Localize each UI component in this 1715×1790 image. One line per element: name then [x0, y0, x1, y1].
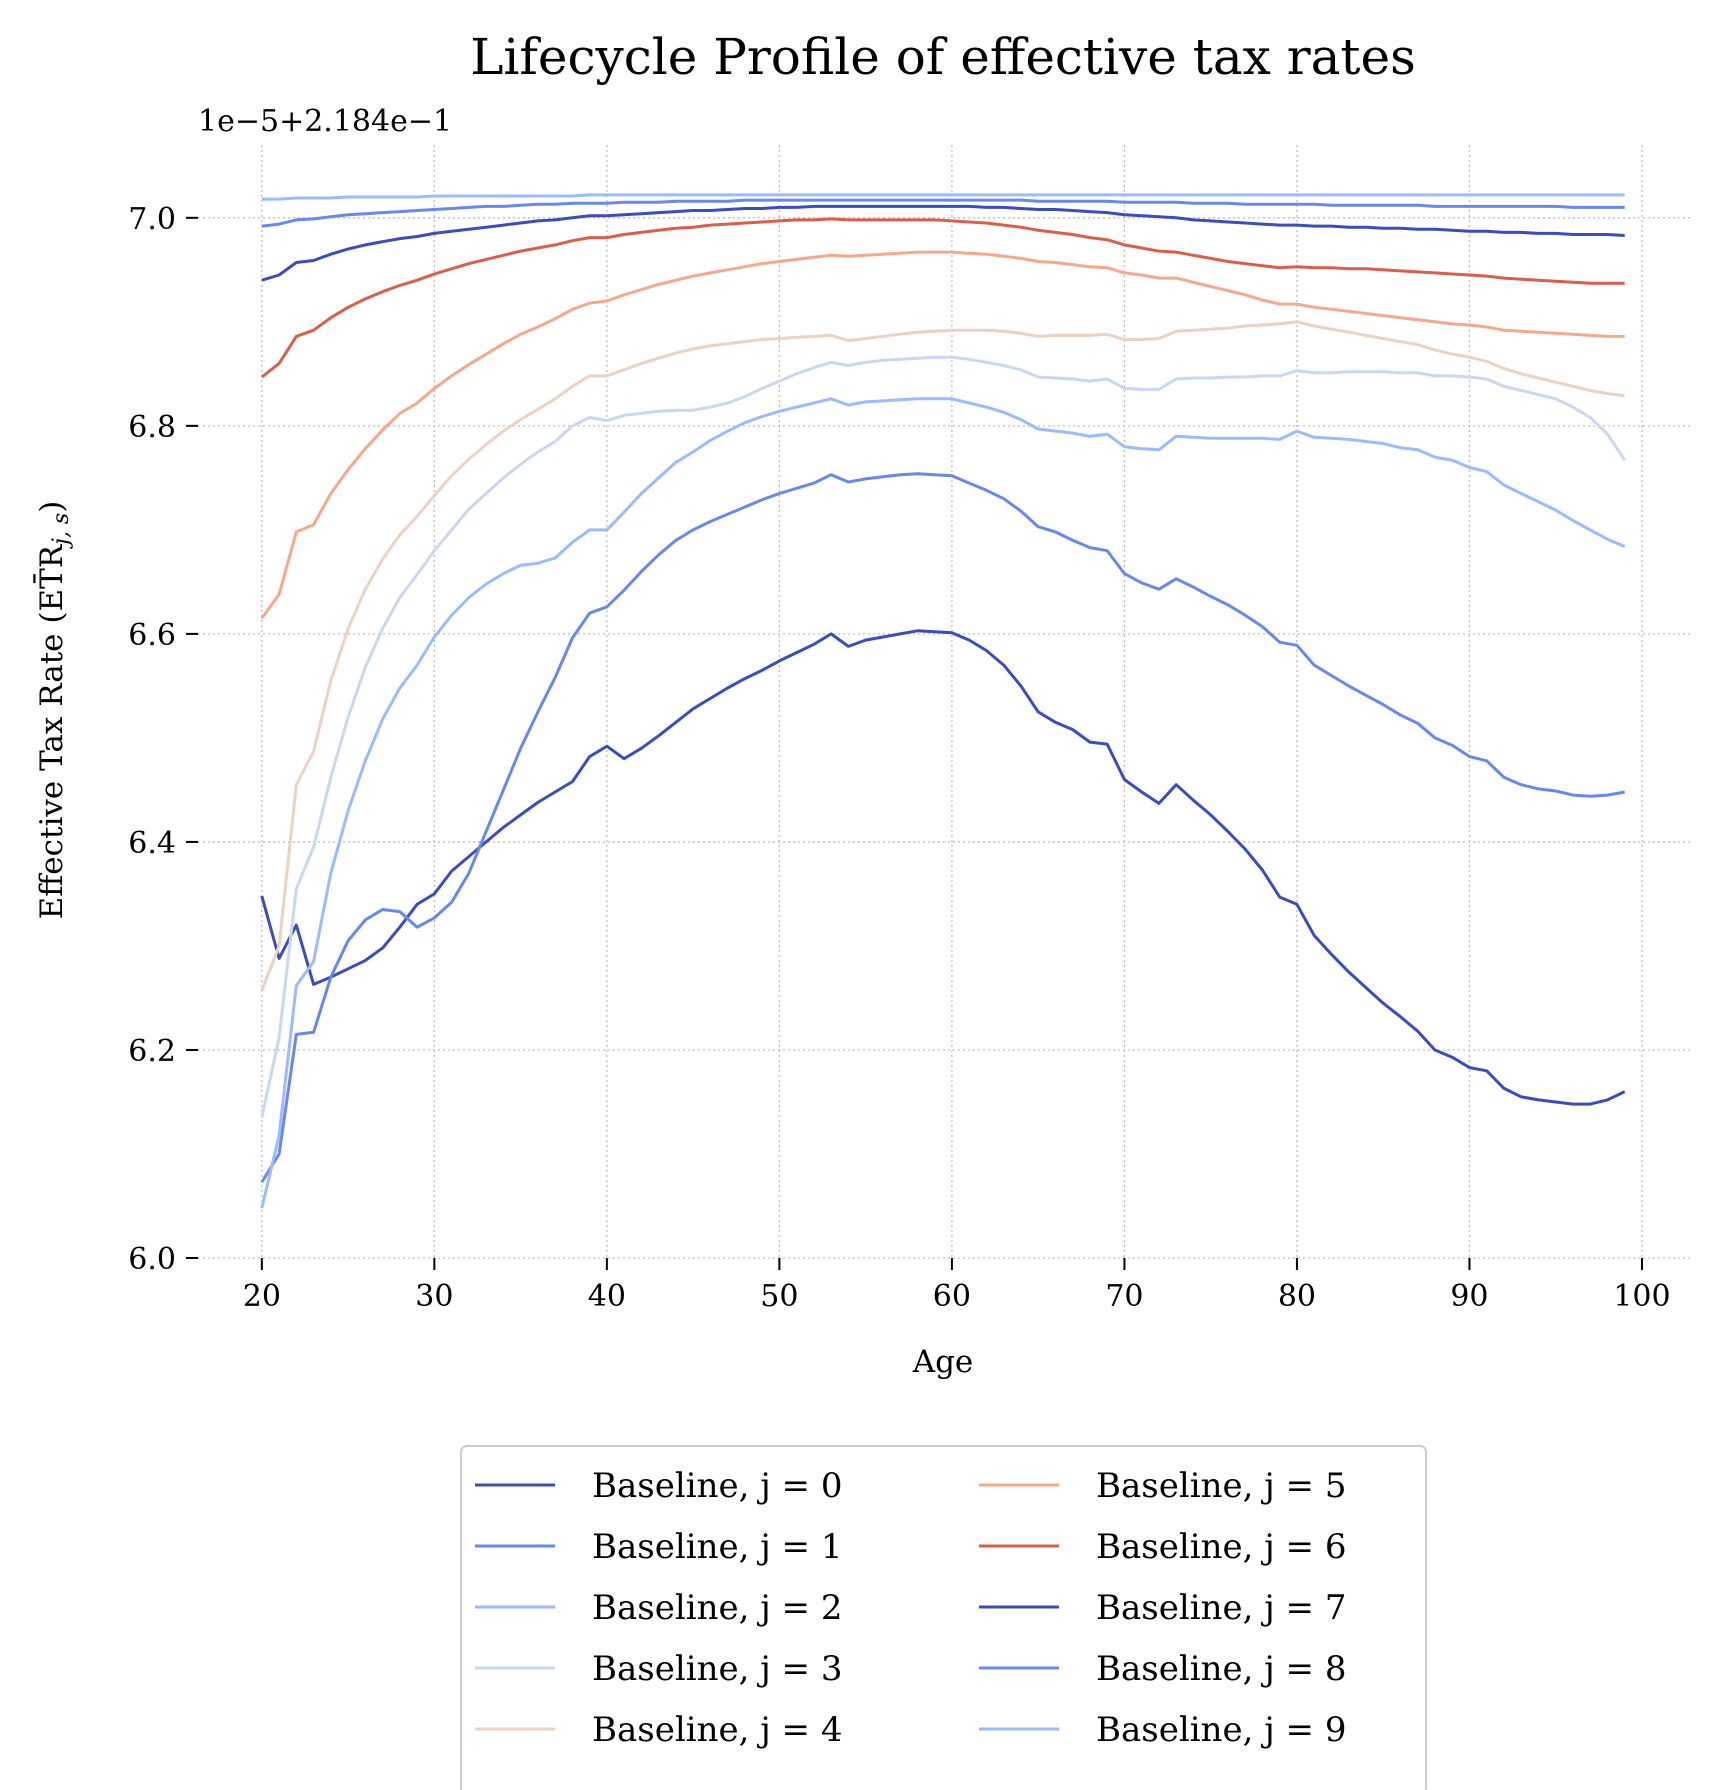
y-tick-label: 6.0	[128, 1242, 176, 1277]
series-line-j-7	[261, 204, 1625, 282]
y-axis-label-close: )	[34, 501, 70, 513]
series-line-j-5	[260, 250, 1625, 620]
series-lines	[260, 193, 1626, 1209]
y-tick-label: 6.4	[128, 826, 176, 861]
chart-title: Lifecycle Profile of effective tax rates	[470, 28, 1416, 86]
x-tick-label: 50	[760, 1279, 798, 1314]
legend: Baseline, j = 0 Baseline, j = 1 Baseline, …	[460, 1445, 1427, 1790]
legend-label: Baseline, j = 5	[1096, 1466, 1346, 1506]
legend-label: Baseline, j = 4	[592, 1710, 842, 1750]
series-line-j-6	[260, 217, 1625, 379]
y-tick-label: 7.0	[128, 202, 176, 237]
y-tick-label: 6.2	[128, 1034, 176, 1069]
series-line-j-1	[260, 472, 1625, 1183]
y-tick-label: 6.6	[128, 618, 176, 653]
y-axis-label: Effective Tax Rate (ET̄Rj, s)	[32, 501, 74, 920]
x-tick-label: 80	[1278, 1279, 1316, 1314]
x-tick-label: 20	[243, 1279, 281, 1314]
x-tick-label: 90	[1450, 1279, 1488, 1314]
legend-label: Baseline, j = 2	[592, 1588, 842, 1628]
y-axis-label-main: Effective Tax Rate (ET̄R	[32, 543, 70, 919]
legend-label: Baseline, j = 8	[1096, 1649, 1346, 1689]
x-tick-label: 30	[415, 1279, 453, 1314]
series-line-j-9	[261, 193, 1625, 201]
y-axis-label-subscript: j, s	[49, 513, 74, 550]
series-line-j-2	[260, 397, 1626, 1209]
x-tick-label: 100	[1613, 1279, 1670, 1314]
legend-frame	[460, 1445, 1427, 1790]
x-axis: 20 30 40 50 60 70 80 90 100	[243, 1258, 1671, 1314]
series-line-j-3	[260, 355, 1626, 1118]
legend-label: Baseline, j = 6	[1096, 1527, 1346, 1567]
y-tick-label: 6.8	[128, 410, 176, 445]
x-tick-label: 70	[1105, 1279, 1143, 1314]
series-line-j-0	[260, 629, 1626, 1106]
y-axis: 6.0 6.2 6.4 6.6 6.8 7.0	[128, 202, 198, 1277]
y-offset-label: 1e−5+2.184e−1	[198, 104, 452, 139]
legend-label: Baseline, j = 9	[1096, 1710, 1346, 1750]
legend-label: Baseline, j = 3	[592, 1649, 842, 1689]
x-tick-label: 40	[588, 1279, 626, 1314]
x-tick-label: 60	[933, 1279, 971, 1314]
x-axis-label: Age	[912, 1344, 974, 1380]
legend-label: Baseline, j = 0	[592, 1466, 842, 1506]
series-line-j-4	[260, 320, 1625, 992]
series-line-j-8	[261, 198, 1625, 228]
legend-label: Baseline, j = 7	[1096, 1588, 1346, 1628]
legend-label: Baseline, j = 1	[592, 1527, 842, 1567]
